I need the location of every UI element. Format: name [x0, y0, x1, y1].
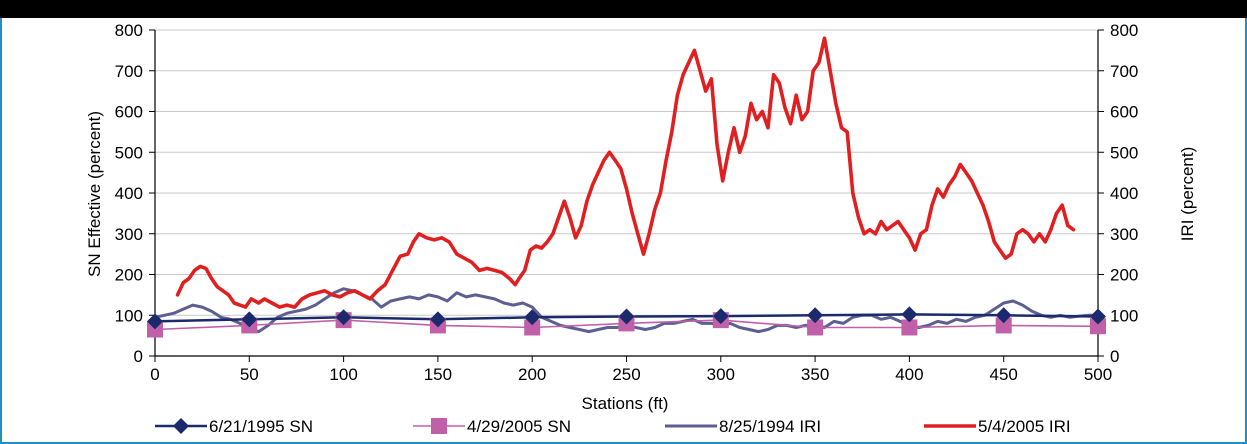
data-point	[147, 321, 163, 338]
data-point	[147, 313, 163, 330]
y-tick-label-left: 400	[115, 184, 143, 203]
data-point	[901, 306, 918, 323]
y-tick-label-right: 800	[1110, 21, 1138, 40]
y-tick-label-left: 100	[115, 306, 143, 325]
left-tick-labels: 0 100 200 300 400 500 600 700 800	[115, 21, 143, 366]
y-tick-label-left: 700	[115, 62, 143, 81]
y-tick-label-left: 300	[115, 225, 143, 244]
legend-label: 6/21/1995 SN	[209, 417, 313, 436]
y-axis-title-left: SN Effective (percent)	[85, 111, 104, 277]
legend-label: 8/25/1994 IRI	[719, 417, 821, 436]
x-tick-label: 400	[895, 365, 923, 384]
data-point	[901, 319, 918, 336]
y-tick-label-right: 200	[1110, 266, 1138, 285]
series-lines	[153, 36, 1100, 334]
x-tick-label: 450	[990, 365, 1018, 384]
data-point	[1090, 318, 1106, 335]
y-tick-label-left: 0	[134, 347, 143, 366]
data-point	[995, 307, 1012, 324]
x-axis-title: Stations (ft)	[582, 394, 669, 413]
data-point	[335, 309, 352, 326]
x-tick-label: 100	[329, 365, 357, 384]
y-tick-label-right: 0	[1110, 347, 1119, 366]
series-line	[175, 36, 1076, 309]
data-point	[524, 319, 541, 336]
series-markers	[147, 306, 1106, 338]
x-tick-label: 300	[707, 365, 735, 384]
x-tick-label: 350	[801, 365, 829, 384]
figure-header-bar	[0, 0, 1247, 18]
x-tick-label: 0	[150, 365, 159, 384]
axes	[149, 29, 1104, 362]
legend-swatch-marker	[431, 418, 447, 434]
data-point	[618, 308, 635, 325]
x-tick-label: 250	[612, 365, 640, 384]
legend: 6/21/1995 SN 4/29/2005 SN 8/25/1994 IRI 5/4…	[155, 417, 1071, 436]
legend-swatch-marker	[173, 418, 189, 434]
data-point	[712, 308, 729, 325]
y-tick-label-left: 200	[115, 266, 143, 285]
y-tick-label-right: 100	[1110, 306, 1138, 325]
data-point	[1090, 308, 1106, 325]
y-tick-label-left: 500	[115, 143, 143, 162]
x-tick-label: 50	[240, 365, 259, 384]
y-tick-label-left: 800	[115, 21, 143, 40]
y-tick-label-left: 600	[115, 103, 143, 122]
data-point	[429, 311, 446, 328]
y-tick-label-right: 300	[1110, 225, 1138, 244]
x-tick-label: 200	[518, 365, 546, 384]
y-tick-label-right: 700	[1110, 62, 1138, 81]
data-point	[807, 319, 824, 336]
legend-label: 4/29/2005 SN	[467, 417, 571, 436]
x-tick-labels: 0 50 100 150 200 250 300 350 400 450 500	[150, 365, 1112, 384]
x-tick-label: 150	[424, 365, 452, 384]
y-axis-title-right: IRI (percent)	[1178, 147, 1197, 241]
y-tick-label-right: 600	[1110, 103, 1138, 122]
data-point	[995, 317, 1012, 334]
x-tick-label: 500	[1084, 365, 1112, 384]
y-tick-label-right: 500	[1110, 143, 1138, 162]
right-tick-labels: 0 100 200 300 400 500 600 700 800	[1110, 21, 1138, 366]
data-point	[807, 307, 824, 324]
data-point	[241, 311, 258, 328]
y-tick-label-right: 400	[1110, 184, 1138, 203]
data-point	[524, 309, 541, 326]
legend-label: 5/4/2005 IRI	[978, 417, 1071, 436]
